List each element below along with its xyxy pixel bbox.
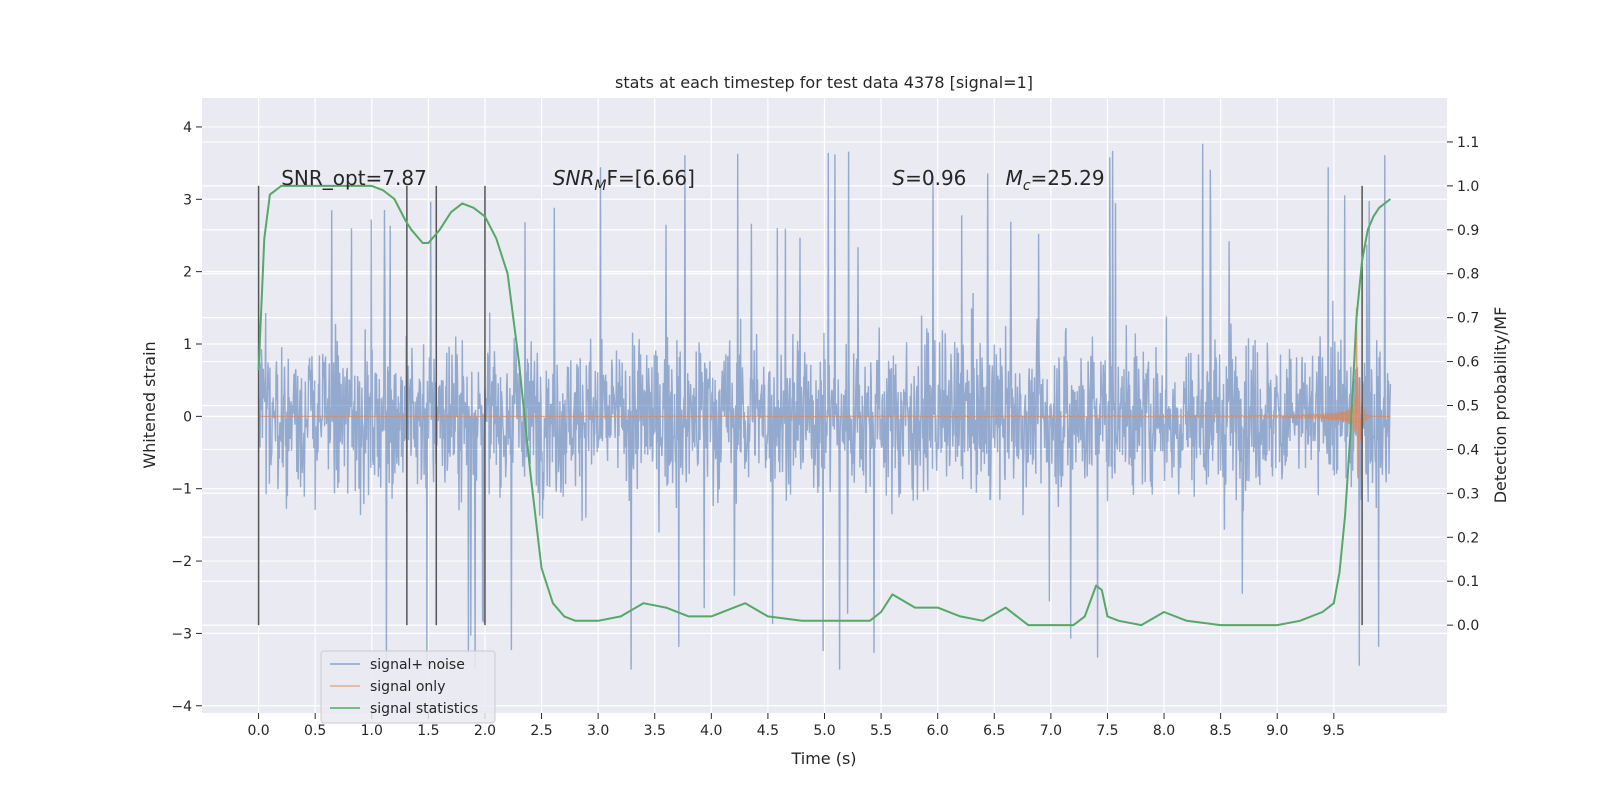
series-signal-statistics (257, 184, 1392, 627)
annotations: SNR_opt=7.87 SNRMF=[6.66] S=0.96 Mc=25.29 (281, 166, 1104, 194)
x-ticks: 0.0 0.5 1.0 1.5 2.0 2.5 3.0 3.5 4.0 4.5 5.0 5.5 6.0 6… (247, 713, 1345, 739)
x-tick-label: 9.0 (1266, 723, 1288, 739)
x-tick-label: 7.0 (1040, 723, 1062, 739)
series-line-signal-only (258, 307, 1391, 479)
y-right-tick-label: 0.0 (1457, 618, 1479, 634)
x-tick-label: 2.0 (474, 723, 496, 739)
legend-label-signal-noise: signal+ noise (370, 657, 465, 673)
y-left-tick-label: −4 (171, 699, 192, 715)
y-right-axis-label: Detection probability/MF (1491, 307, 1510, 504)
y-right-tick-label: 0.2 (1457, 530, 1479, 546)
annotation: Mc=25.29 (1006, 166, 1105, 194)
y-right-tick-label: 0.8 (1457, 267, 1479, 283)
legend-label-signal-statistics: signal statistics (370, 701, 478, 717)
y-left-tick-label: −3 (171, 626, 192, 642)
chart-title: stats at each timestep for test data 437… (615, 73, 1033, 92)
x-tick-label: 4.5 (757, 723, 779, 739)
y-left-tick-label: 3 (183, 192, 192, 208)
y-right-tick-label: 0.3 (1457, 486, 1479, 502)
y-right-tick-label: 1.1 (1457, 135, 1479, 151)
y-right-tick-label: 0.9 (1457, 223, 1479, 239)
x-tick-label: 1.5 (417, 723, 439, 739)
x-tick-label: 7.5 (1096, 723, 1118, 739)
y-right-tick-label: 0.5 (1457, 399, 1479, 415)
x-tick-label: 3.5 (644, 723, 666, 739)
x-tick-label: 2.5 (530, 723, 552, 739)
x-tick-label: 5.5 (870, 723, 892, 739)
y-left-tick-label: −2 (171, 554, 192, 570)
series-line-signal-statistics (257, 184, 1392, 627)
y-left-ticks: −4 −3 −2 −1 0 1 2 3 4 (171, 120, 202, 715)
annotation: SNR_opt=7.87 (281, 166, 427, 190)
x-tick-label: 4.0 (700, 723, 722, 739)
data-layer (257, 143, 1392, 670)
y-left-tick-label: 0 (183, 409, 192, 425)
x-tick-label: 9.5 (1323, 723, 1345, 739)
x-tick-label: 8.0 (1153, 723, 1175, 739)
y-left-axis-label: Whitened strain (140, 341, 159, 468)
y-left-tick-label: −1 (171, 482, 192, 498)
x-tick-label: 5.0 (813, 723, 835, 739)
y-right-tick-label: 0.1 (1457, 574, 1479, 590)
x-tick-label: 0.5 (304, 723, 326, 739)
x-axis-label: Time (s) (790, 749, 856, 768)
series-line-signal-noise (257, 143, 1392, 670)
annotation: S=0.96 (892, 166, 966, 190)
y-left-tick-label: 1 (183, 337, 192, 353)
legend: signal+ noise signal only signal statist… (320, 650, 496, 724)
vertical-markers (257, 185, 1363, 626)
x-tick-label: 6.5 (983, 723, 1005, 739)
series-signal-only (258, 307, 1391, 479)
legend-label-signal-only: signal only (370, 679, 445, 695)
y-left-tick-label: 4 (183, 120, 192, 136)
x-tick-label: 6.0 (927, 723, 949, 739)
y-right-tick-label: 0.4 (1457, 442, 1479, 458)
series-signal-noise (257, 143, 1392, 670)
x-tick-label: 3.0 (587, 723, 609, 739)
y-right-tick-label: 0.6 (1457, 355, 1479, 371)
x-tick-label: 0.0 (247, 723, 269, 739)
y-right-tick-label: 1.0 (1457, 179, 1479, 195)
y-left-tick-label: 2 (183, 265, 192, 281)
y-right-ticks: 0.0 0.1 0.2 0.3 0.4 0.5 0.6 0.7 0.8 0.9 1.0 1.1 (1447, 135, 1479, 634)
legend-box (320, 650, 496, 724)
y-right-tick-label: 0.7 (1457, 311, 1479, 327)
annotation: SNRMF=[6.66] (553, 166, 695, 194)
x-tick-label: 8.5 (1210, 723, 1232, 739)
x-tick-label: 1.0 (361, 723, 383, 739)
